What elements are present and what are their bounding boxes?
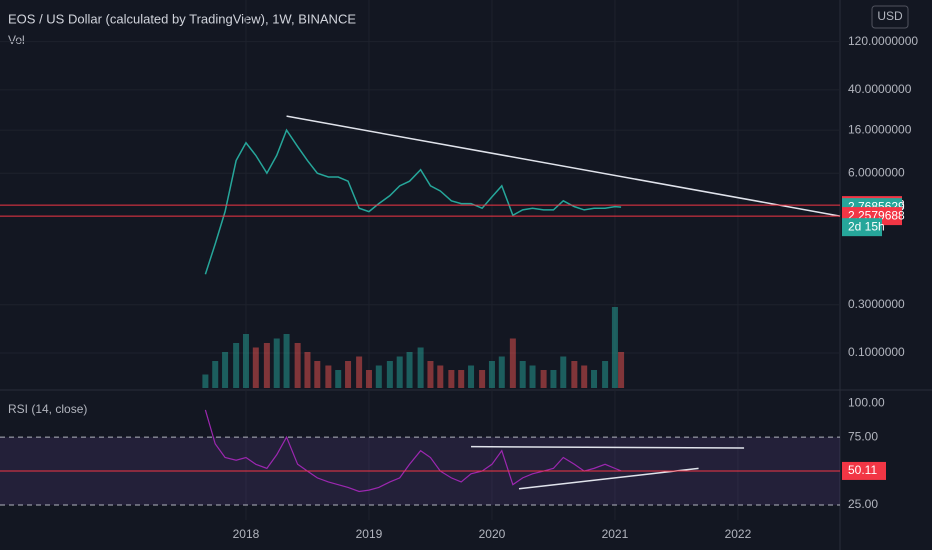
y-tick-label: 40.0000000 xyxy=(848,82,912,96)
rsi-title: RSI (14, close) xyxy=(8,402,87,416)
y-tick-label: 0.1000000 xyxy=(848,345,905,359)
countdown: 2d 15h xyxy=(848,219,885,233)
volume-bar xyxy=(365,370,372,388)
volume-bar xyxy=(417,347,424,388)
x-tick-label: 2022 xyxy=(725,527,752,541)
volume-bar xyxy=(396,356,403,388)
volume-bar xyxy=(222,352,229,388)
volume-bar xyxy=(509,338,516,388)
volume-bar xyxy=(386,361,393,388)
volume-bar xyxy=(242,334,249,388)
volume-bar xyxy=(263,343,270,388)
currency-box[interactable] xyxy=(871,5,909,29)
trend-line xyxy=(286,115,841,217)
rsi-trend-line xyxy=(471,445,745,449)
volume-bar xyxy=(519,361,526,388)
volume-bar xyxy=(427,361,434,388)
rsi-tick-label: 75.00 xyxy=(848,429,878,443)
y-tick-label: 0.3000000 xyxy=(848,297,905,311)
chart-subtitle: Vol xyxy=(8,33,25,47)
volume-bar xyxy=(479,370,486,388)
volume-bar xyxy=(571,361,578,388)
volume-bar xyxy=(283,334,290,388)
rsi-line xyxy=(204,409,622,493)
volume-bar xyxy=(498,356,505,388)
rsi-trend-line xyxy=(518,467,699,490)
volume-bar xyxy=(325,365,332,388)
x-tick-label: 2021 xyxy=(602,527,629,541)
volume-bar xyxy=(602,361,609,388)
volume-bar xyxy=(233,343,240,388)
y-tick-label: 6.0000000 xyxy=(848,165,905,179)
volume-bar xyxy=(304,352,311,388)
volume-bar xyxy=(202,374,209,388)
price-line xyxy=(204,128,622,275)
volume-bar xyxy=(529,365,536,388)
volume-bar xyxy=(468,365,475,388)
volume-bar xyxy=(581,365,588,388)
volume-bar xyxy=(252,347,259,388)
rsi-tick-label: 25.00 xyxy=(848,497,878,511)
currency[interactable]: USD xyxy=(877,9,903,23)
volume-bar xyxy=(488,361,495,388)
volume-bar xyxy=(550,370,557,388)
volume-bar xyxy=(611,307,618,388)
volume-bar xyxy=(591,370,598,388)
volume-bar xyxy=(375,365,382,388)
volume-bar xyxy=(356,356,363,388)
volume-bar xyxy=(448,370,455,388)
countdown-tag xyxy=(842,218,882,237)
y-tick-label: 120.0000000 xyxy=(848,34,918,48)
volume-bar xyxy=(345,361,352,388)
x-tick-label: 2018 xyxy=(233,527,260,541)
x-tick-label: 2019 xyxy=(356,527,383,541)
rsi-tag-label: 50.11 xyxy=(848,463,877,477)
volume-bar xyxy=(406,352,413,388)
volume-bar xyxy=(314,361,321,388)
volume-bar xyxy=(273,338,280,388)
volume-bar xyxy=(618,352,625,388)
chart-title: EOS / US Dollar (calculated by TradingVi… xyxy=(8,11,356,26)
volume-bar xyxy=(294,343,301,388)
rsi-tick-label: 100.00 xyxy=(848,395,885,409)
volume-bar xyxy=(212,361,219,388)
volume-bar xyxy=(540,370,547,388)
rsi-tag xyxy=(842,461,886,480)
volume-bar xyxy=(560,356,567,388)
volume-bar xyxy=(335,370,342,388)
volume-bar xyxy=(437,365,444,388)
volume-bar xyxy=(458,370,465,388)
x-tick-label: 2020 xyxy=(479,527,506,541)
y-tick-label: 16.0000000 xyxy=(848,122,912,136)
